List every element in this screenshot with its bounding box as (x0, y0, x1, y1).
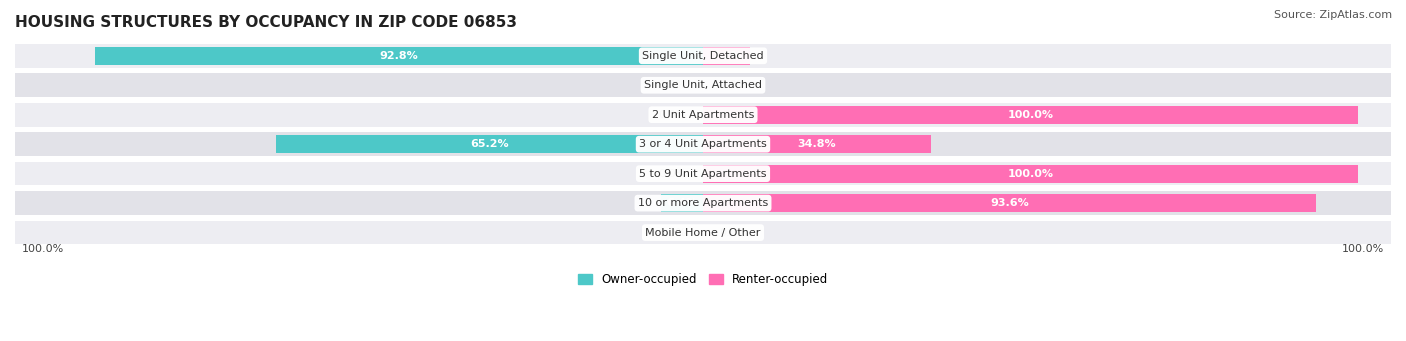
Bar (15, 191, 1391, 215)
Bar (703, 47, 751, 65)
Text: HOUSING STRUCTURES BY OCCUPANCY IN ZIP CODE 06853: HOUSING STRUCTURES BY OCCUPANCY IN ZIP C… (15, 15, 517, 30)
Text: Single Unit, Detached: Single Unit, Detached (643, 51, 763, 61)
Text: 0.0%: 0.0% (720, 227, 748, 238)
Bar (703, 106, 1358, 124)
Text: 7.2%: 7.2% (711, 51, 742, 61)
Text: Single Unit, Attached: Single Unit, Attached (644, 80, 762, 90)
Text: 100.0%: 100.0% (1008, 169, 1053, 179)
Legend: Owner-occupied, Renter-occupied: Owner-occupied, Renter-occupied (572, 269, 834, 291)
Text: 93.6%: 93.6% (990, 198, 1029, 208)
Text: 100.0%: 100.0% (1008, 110, 1053, 120)
Text: 92.8%: 92.8% (380, 51, 419, 61)
Bar (15, 73, 1391, 97)
Bar (15, 162, 1391, 186)
Text: 3 or 4 Unit Apartments: 3 or 4 Unit Apartments (640, 139, 766, 149)
Text: 10 or more Apartments: 10 or more Apartments (638, 198, 768, 208)
Text: 5 to 9 Unit Apartments: 5 to 9 Unit Apartments (640, 169, 766, 179)
Text: 0.0%: 0.0% (658, 110, 686, 120)
Bar (703, 194, 1316, 212)
Bar (703, 135, 931, 153)
Text: Source: ZipAtlas.com: Source: ZipAtlas.com (1274, 10, 1392, 20)
Text: Mobile Home / Other: Mobile Home / Other (645, 227, 761, 238)
Bar (276, 135, 703, 153)
Text: 0.0%: 0.0% (658, 227, 686, 238)
Text: 2 Unit Apartments: 2 Unit Apartments (652, 110, 754, 120)
Text: 100.0%: 100.0% (21, 244, 63, 254)
Text: 0.0%: 0.0% (658, 80, 686, 90)
Bar (703, 164, 1358, 183)
Bar (15, 103, 1391, 127)
Text: 65.2%: 65.2% (470, 139, 509, 149)
Bar (15, 44, 1391, 68)
Bar (96, 47, 703, 65)
Text: 0.0%: 0.0% (720, 80, 748, 90)
Text: 34.8%: 34.8% (797, 139, 837, 149)
Bar (661, 194, 703, 212)
Text: 6.4%: 6.4% (666, 198, 697, 208)
Text: 100.0%: 100.0% (1343, 244, 1385, 254)
Text: 0.0%: 0.0% (658, 169, 686, 179)
Bar (15, 132, 1391, 156)
Bar (15, 221, 1391, 244)
